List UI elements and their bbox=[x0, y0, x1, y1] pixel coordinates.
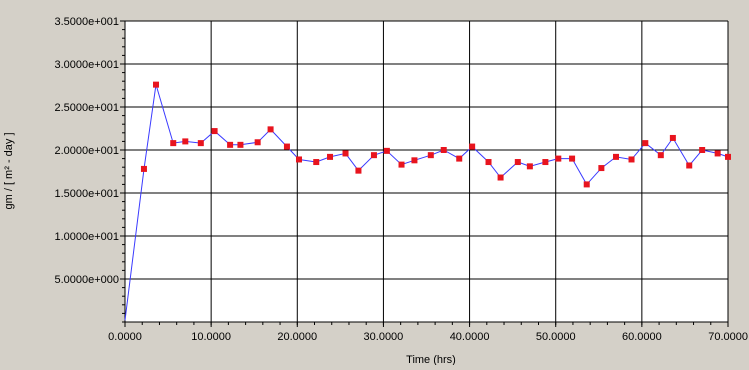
data-point-marker bbox=[211, 128, 218, 135]
x-tick-label: 30.0000 bbox=[364, 331, 404, 343]
data-point-marker bbox=[497, 174, 504, 181]
data-point-marker bbox=[140, 165, 147, 172]
data-point-marker bbox=[227, 141, 234, 148]
y-tick-label: 1.5000e+001 bbox=[54, 188, 119, 200]
data-point-marker bbox=[642, 140, 649, 147]
x-tick-label: 20.0000 bbox=[277, 331, 317, 343]
data-point-marker bbox=[657, 152, 664, 159]
x-tick-label: 60.0000 bbox=[622, 331, 662, 343]
series-markers bbox=[140, 81, 731, 188]
data-point-marker bbox=[628, 156, 635, 163]
data-point-marker bbox=[427, 152, 434, 159]
data-point-marker bbox=[254, 139, 261, 146]
data-point-marker bbox=[398, 161, 405, 168]
y-tick-label: 2.5000e+001 bbox=[54, 102, 119, 114]
data-point-marker bbox=[313, 159, 320, 166]
data-point-marker bbox=[456, 155, 463, 162]
data-point-marker bbox=[699, 147, 706, 153]
data-point-marker bbox=[327, 153, 334, 160]
x-tick-label: 40.0000 bbox=[450, 331, 490, 343]
data-point-marker bbox=[555, 155, 562, 162]
data-point-marker bbox=[469, 143, 476, 150]
y-tick-label: 3.0000e+001 bbox=[54, 59, 119, 71]
y-tick-label: 1.0000e+001 bbox=[54, 231, 119, 243]
data-point-marker bbox=[583, 181, 590, 188]
data-point-marker bbox=[355, 167, 362, 174]
data-point-marker bbox=[542, 159, 549, 166]
x-axis-label: Time (hrs) bbox=[406, 354, 456, 365]
data-point-marker bbox=[686, 162, 693, 169]
data-point-marker bbox=[411, 157, 418, 164]
x-tick-label: 50.0000 bbox=[536, 331, 576, 343]
y-tick-label: 5.0000e+000 bbox=[54, 274, 119, 286]
data-point-marker bbox=[237, 141, 244, 148]
data-point-marker bbox=[714, 150, 721, 157]
data-point-marker bbox=[153, 81, 160, 88]
data-point-marker bbox=[485, 159, 492, 166]
data-point-marker bbox=[514, 159, 521, 166]
grid bbox=[124, 20, 729, 323]
data-point-marker bbox=[197, 140, 204, 147]
x-axis-ticks: 0.0000 10.0000 20.0000 30.0000 40.0000 50.000… bbox=[108, 322, 748, 343]
y-axis-ticks: 5.0000e+000 1.0000e+001 1.5000e+001 2.0000e… bbox=[54, 16, 125, 323]
data-point-marker bbox=[440, 147, 447, 153]
data-point-marker bbox=[182, 138, 189, 145]
data-point-marker bbox=[725, 153, 731, 160]
data-point-marker bbox=[296, 156, 303, 163]
data-point-marker bbox=[283, 143, 290, 150]
x-tick-label: 10.0000 bbox=[191, 331, 231, 343]
x-tick-label: 70.0000 bbox=[708, 331, 748, 343]
data-point-marker bbox=[598, 165, 605, 172]
data-point-marker bbox=[170, 140, 177, 147]
data-point-marker bbox=[526, 163, 533, 170]
plot-area bbox=[125, 21, 728, 322]
y-tick-label: 3.5000e+001 bbox=[54, 16, 119, 28]
x-tick-label: 0.0000 bbox=[108, 331, 142, 343]
y-tick-label: 2.0000e+001 bbox=[54, 145, 119, 157]
data-point-marker bbox=[370, 152, 377, 159]
data-point-marker bbox=[569, 155, 576, 162]
y-axis-label: gm / [ m² - day ] bbox=[3, 132, 15, 209]
data-point-marker bbox=[383, 147, 390, 154]
data-point-marker bbox=[613, 153, 620, 160]
data-point-marker bbox=[267, 126, 274, 133]
data-point-marker bbox=[342, 150, 349, 157]
data-point-marker bbox=[669, 134, 676, 141]
